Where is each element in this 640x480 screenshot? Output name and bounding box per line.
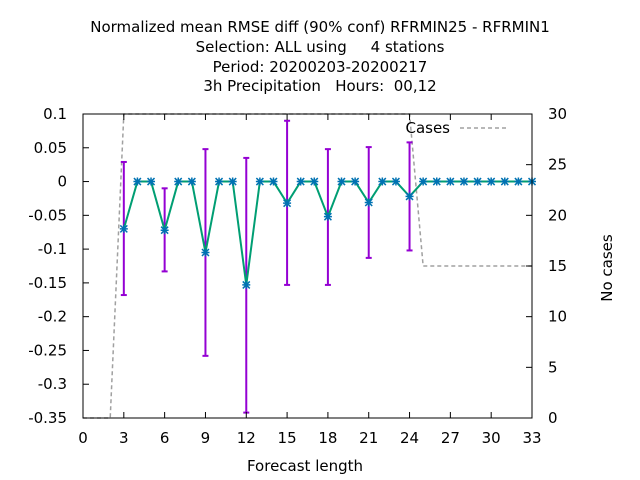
data-point bbox=[119, 224, 128, 233]
x-tick-label: 33 bbox=[522, 429, 541, 447]
data-point bbox=[459, 177, 469, 186]
data-point bbox=[487, 177, 496, 186]
y2-axis-label: No cases bbox=[598, 234, 616, 302]
y2-tick-label: 20 bbox=[548, 206, 567, 224]
chart-subtitle-parameter: 3h Precipitation Hours: 00,12 bbox=[203, 77, 437, 95]
data-point bbox=[432, 177, 441, 186]
y-tick-label: -0.05 bbox=[28, 206, 67, 224]
x-tick-label: 6 bbox=[160, 429, 170, 447]
data-point bbox=[323, 212, 332, 221]
x-tick-label: 3 bbox=[119, 429, 129, 447]
y2-tick-label: 10 bbox=[548, 308, 567, 326]
data-point bbox=[228, 177, 237, 186]
y-tick-label: 0 bbox=[57, 173, 67, 191]
x-tick-label: 24 bbox=[400, 429, 419, 447]
data-point bbox=[133, 177, 142, 186]
legend: Cases bbox=[405, 119, 506, 137]
data-point bbox=[337, 177, 346, 186]
data-point bbox=[391, 177, 400, 186]
x-tick-label: 0 bbox=[78, 429, 88, 447]
data-point bbox=[146, 177, 156, 186]
series-layer bbox=[119, 177, 537, 289]
x-tick-label: 12 bbox=[237, 429, 256, 447]
data-point bbox=[255, 177, 264, 186]
y2-tick-label: 0 bbox=[548, 409, 558, 427]
y-tick-label: -0.15 bbox=[28, 274, 67, 292]
y-tick-label: 0.1 bbox=[43, 105, 67, 123]
data-point bbox=[283, 199, 292, 208]
y2-tick-label: 5 bbox=[548, 358, 558, 376]
y-tick-label: -0.3 bbox=[38, 375, 67, 393]
x-tick-label: 9 bbox=[201, 429, 211, 447]
data-point bbox=[201, 248, 210, 257]
data-point bbox=[310, 177, 319, 186]
x-tick-label: 18 bbox=[318, 429, 337, 447]
data-point bbox=[160, 226, 169, 235]
data-point bbox=[405, 192, 414, 201]
x-tick-label: 15 bbox=[278, 429, 297, 447]
errorbar-layer bbox=[120, 119, 413, 414]
x-tick-label: 30 bbox=[482, 429, 501, 447]
data-point bbox=[296, 177, 305, 186]
data-point bbox=[364, 198, 373, 207]
x-axis-label: Forecast length bbox=[247, 457, 363, 475]
y-tick-label: 0.05 bbox=[34, 139, 67, 157]
chart-subtitle-selection: Selection: ALL using 4 stations bbox=[195, 38, 445, 56]
cases-layer bbox=[83, 113, 532, 419]
data-point bbox=[500, 177, 509, 186]
data-point bbox=[514, 177, 523, 186]
y2-tick-label: 25 bbox=[548, 156, 567, 174]
tick-layer: 0 3 6 9 12 15 18 21 24 27 30 33 -0.35 -0.3 -0.25 -0.2 -0… bbox=[28, 105, 567, 447]
x-tick-label: 27 bbox=[441, 429, 460, 447]
data-point bbox=[351, 177, 360, 186]
y2-tick-label: 30 bbox=[548, 105, 567, 123]
legend-label-cases: Cases bbox=[405, 119, 450, 137]
cases-line bbox=[83, 113, 532, 419]
chart-subtitle-period: Period: 20200203-20200217 bbox=[212, 58, 428, 76]
x-tick-label: 21 bbox=[359, 429, 378, 447]
data-point bbox=[419, 177, 428, 186]
chart-title: Normalized mean RMSE diff (90% conf) RFR… bbox=[90, 18, 550, 36]
data-point bbox=[378, 177, 387, 186]
data-point bbox=[446, 177, 455, 186]
data-point bbox=[215, 177, 224, 186]
y-tick-label: -0.35 bbox=[28, 409, 67, 427]
data-point bbox=[174, 177, 183, 186]
y-tick-label: -0.2 bbox=[38, 308, 67, 326]
data-point bbox=[187, 177, 196, 186]
data-point bbox=[269, 177, 278, 186]
data-point bbox=[473, 177, 482, 186]
y-tick-label: -0.25 bbox=[28, 341, 67, 359]
plot-border bbox=[82, 113, 533, 419]
y2-tick-label: 15 bbox=[548, 257, 567, 275]
plot-frame bbox=[82, 113, 533, 419]
data-point bbox=[242, 280, 251, 289]
y-tick-label: -0.1 bbox=[38, 240, 67, 258]
